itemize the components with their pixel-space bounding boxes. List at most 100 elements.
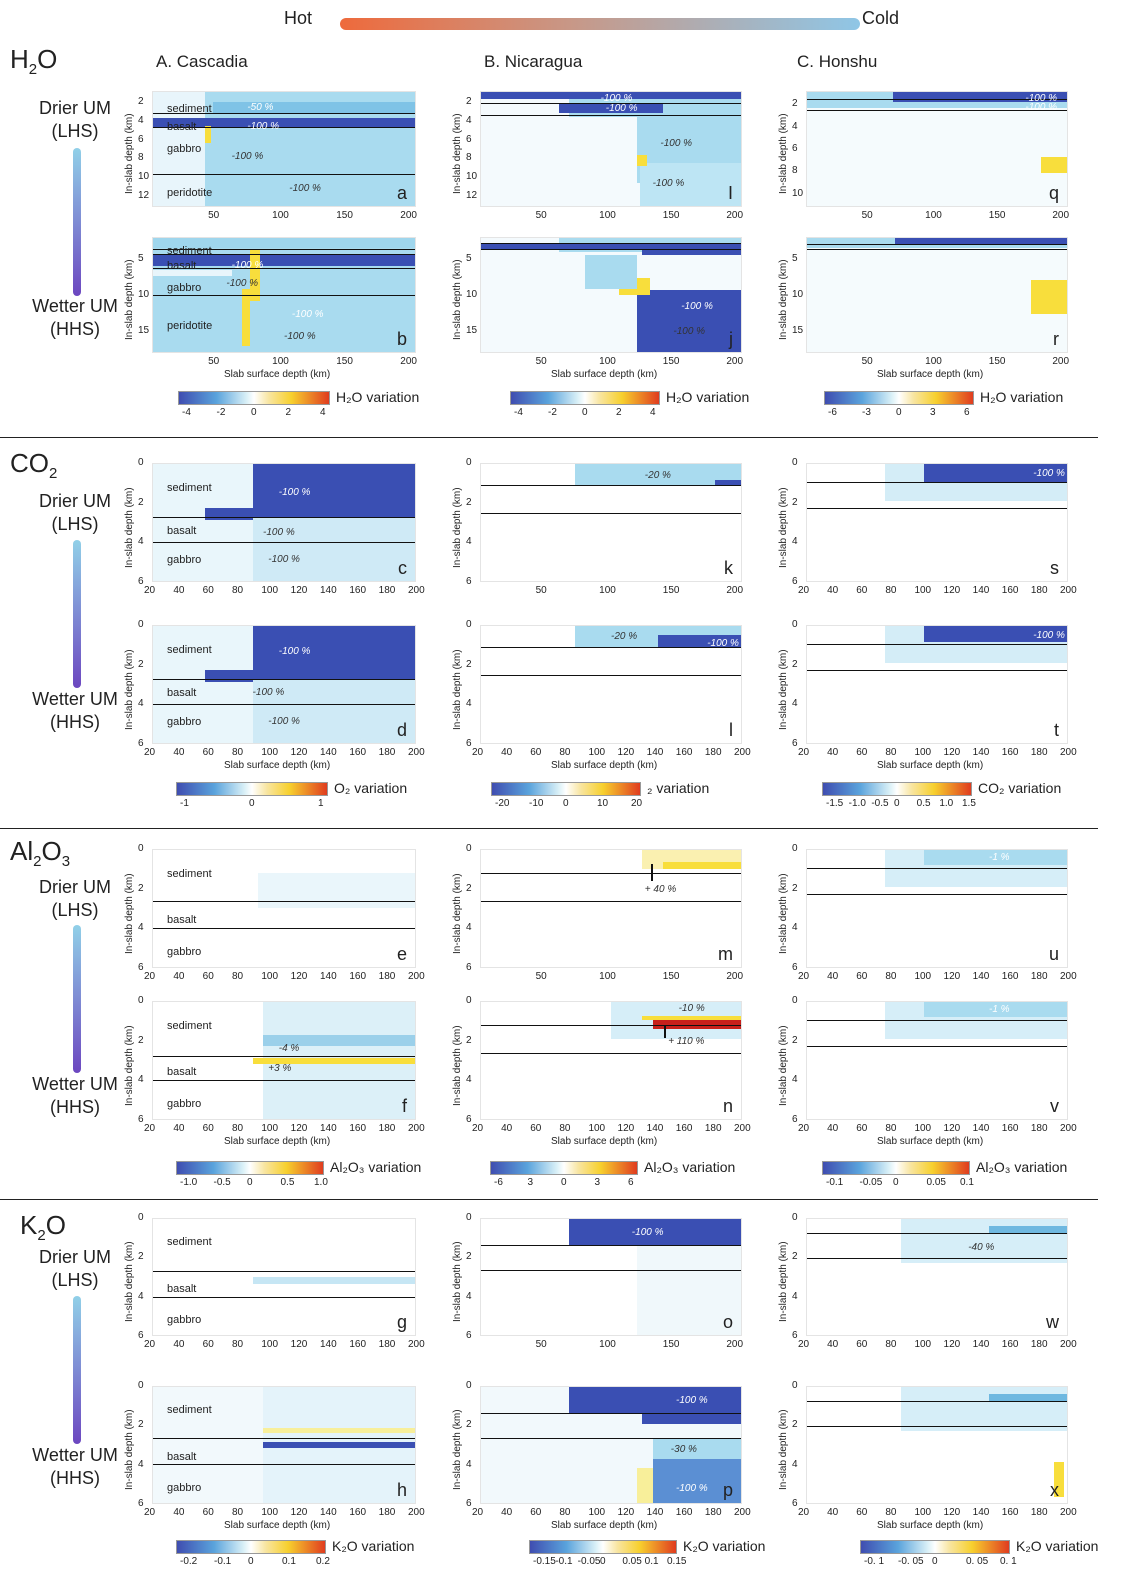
colorbar-tick-label: 1.0: [939, 798, 954, 809]
colorbar-tick-label: 0.1: [960, 1177, 974, 1188]
y-tick-label: 0: [792, 457, 798, 468]
map-panel-s: -100 % s: [806, 463, 1068, 582]
x-tick-label: 140: [972, 971, 990, 982]
percent-label: -100 %: [600, 93, 633, 105]
colorbar-gradient: [178, 391, 330, 405]
layer-label: sediment: [167, 643, 212, 656]
percent-label: -100 %: [1033, 467, 1065, 479]
layer-boundary-line: [153, 1271, 415, 1273]
variation-region: [153, 92, 206, 206]
x-tick-label: 100: [261, 971, 279, 982]
percent-label: -100 %: [676, 1483, 708, 1495]
layer-boundary-line: [807, 481, 1067, 483]
x-tick-label: 200: [1060, 1123, 1077, 1134]
panel-letter: x: [1050, 1480, 1059, 1500]
x-tick-label: 20: [798, 971, 810, 982]
y-tick-label: 6: [792, 738, 798, 749]
x-tick-label: 140: [972, 747, 990, 758]
y-axis-title: In-slab depth (km): [452, 486, 463, 568]
x-tick-label: 120: [617, 1507, 635, 1518]
map-panel-a: sediment basalt gabbro peridotite -50 % -100 …: [152, 91, 416, 207]
layer-boundary-line: [481, 114, 741, 116]
y-tick-label: 15: [138, 325, 150, 337]
y-tick-label: 4: [792, 698, 798, 710]
y-tick-label: 4: [792, 1458, 798, 1470]
column-header-cascadia: A. Cascadia: [156, 52, 248, 71]
variation-region: [642, 249, 741, 256]
variation-region: [252, 1058, 415, 1064]
x-tick-label: 100: [599, 585, 616, 596]
colorbar-tick-label: 0: [248, 1556, 254, 1567]
layer-boundary-line: [807, 249, 1067, 251]
layer-boundary-line: [481, 485, 741, 487]
colorbar-tick-label: 1: [318, 798, 324, 809]
variation-region: [242, 289, 250, 347]
x-tick-label: 160: [675, 1507, 693, 1518]
y-axis-title: In-slab depth (km): [452, 259, 463, 340]
percent-label: -100 %: [231, 151, 264, 163]
x-tick-label: 50: [535, 210, 547, 221]
percent-label: -100 %: [673, 325, 706, 337]
y-tick-label: 2: [138, 658, 144, 670]
layer-boundary-line: [481, 1438, 741, 1440]
y-tick-label: 2: [466, 1034, 472, 1046]
y-axis-title: In-slab depth (km): [778, 872, 789, 954]
y-tick-label: 2: [138, 496, 144, 508]
y-tick-label: 5: [466, 252, 472, 264]
colorbar-tick-label: 3: [930, 407, 936, 418]
colorbar-gradient: [824, 391, 974, 405]
colorbar-gradient: [529, 1540, 677, 1554]
x-tick-label: 80: [885, 1507, 897, 1518]
y-tick-label: 10: [792, 187, 804, 199]
percent-label: -100 %: [291, 308, 324, 320]
drier-um-label-al2o3: Drier UM (LHS): [39, 877, 111, 920]
variation-region: [1030, 280, 1067, 315]
panel-letter: I: [727, 183, 733, 203]
y-tick-label: 4: [792, 120, 798, 132]
map-panel-g: sediment basalt gabbro g: [152, 1218, 416, 1336]
variation-region: [585, 255, 637, 290]
percent-label: -100 %: [660, 137, 693, 149]
percent-label: -100 %: [1033, 629, 1065, 641]
panel-letter: e: [396, 944, 407, 964]
x-axis-title: Slab surface depth (km): [551, 1136, 658, 1147]
x-tick-label: 180: [378, 1507, 396, 1518]
y-tick-label: 2: [792, 1251, 798, 1263]
panel-letter: q: [1048, 183, 1059, 203]
y-tick-label: 4: [466, 698, 472, 710]
x-tick-label: 200: [1060, 1507, 1077, 1518]
variation-region: [252, 626, 415, 679]
colorbar-title: Al₂O₃ variation: [330, 1159, 422, 1175]
variation-region: [652, 1458, 741, 1503]
section-title-co2: CO2: [10, 448, 58, 483]
y-tick-label: 6: [466, 738, 472, 749]
y-tick-label: 2: [466, 1419, 472, 1431]
x-tick-label: 140: [320, 1339, 337, 1350]
layer-label: gabbro: [167, 1482, 202, 1495]
y-tick-label: 4: [466, 922, 472, 934]
y-tick-label: 4: [792, 922, 798, 934]
layer-boundary-line: [153, 267, 415, 269]
percent-label: -1 %: [989, 852, 1010, 864]
x-tick-label: 180: [378, 971, 396, 982]
y-tick-label: 6: [466, 133, 472, 145]
drier-um-label-co2: Drier UM (LHS): [39, 491, 111, 534]
y-tick-label: 6: [138, 1330, 144, 1341]
x-tick-label: 200: [726, 210, 744, 221]
y-tick-label: 4: [138, 698, 144, 710]
x-tick-label: 60: [202, 1507, 214, 1518]
x-tick-label: 40: [501, 1123, 513, 1134]
panel-letter: k: [724, 558, 733, 578]
x-tick-label: 20: [144, 1123, 156, 1134]
x-tick-label: 160: [349, 585, 367, 596]
percent-label: -100 %: [605, 103, 638, 115]
y-tick-label: 0: [792, 843, 798, 854]
variation-region: [663, 861, 741, 869]
colorbar-title: O₂ variation: [334, 780, 408, 796]
x-tick-label: 50: [535, 1339, 547, 1350]
x-tick-label: 180: [704, 1123, 722, 1134]
y-tick-label: 2: [138, 882, 144, 894]
x-tick-label: 40: [827, 1123, 839, 1134]
layer-boundary-line: [153, 542, 415, 544]
x-tick-label: 20: [798, 1339, 810, 1350]
